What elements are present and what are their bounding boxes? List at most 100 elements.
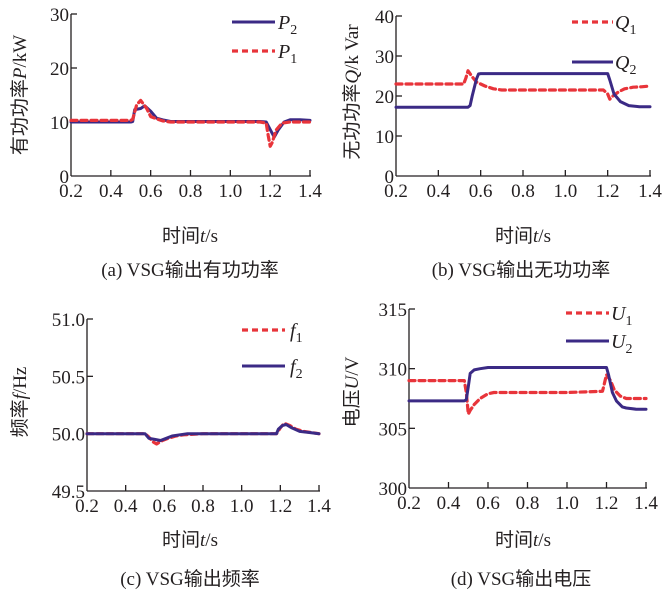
x-label-var: t xyxy=(533,530,539,551)
x-tick-label: 0.2 xyxy=(384,181,408,202)
legend-label: Q1 xyxy=(615,12,636,38)
legend-subscript: 2 xyxy=(296,367,303,382)
x-axis-label: 时间t/s xyxy=(162,225,218,247)
legend-var: U xyxy=(611,331,627,353)
x-label-var: t xyxy=(200,530,206,551)
legend-subscript: 1 xyxy=(625,314,632,329)
series-line-f2 xyxy=(85,423,321,442)
series-line-p1 xyxy=(69,98,312,148)
x-label-text: 时间 xyxy=(162,529,200,551)
y-tick-label: 315 xyxy=(379,300,408,321)
x-tick-label: 1.2 xyxy=(595,493,619,514)
y-tick-label: 300 xyxy=(379,479,408,500)
y-label-unit: /Hz xyxy=(10,367,31,394)
x-tick-label: 0.4 xyxy=(426,181,450,202)
y-tick-label: 20 xyxy=(375,87,394,108)
series-line-q2 xyxy=(394,72,652,109)
legend-var: U xyxy=(611,303,627,325)
x-tick-label: 1.4 xyxy=(307,496,331,517)
y-label-unit: /V xyxy=(342,356,363,375)
x-tick-label: 0.4 xyxy=(437,493,461,514)
x-tick-label: 0.4 xyxy=(99,181,123,202)
x-label-var: t xyxy=(200,226,206,247)
legend-label: f1 xyxy=(290,320,303,346)
y-tick-label: 51.0 xyxy=(52,310,85,331)
y-label-text: 频率 xyxy=(9,399,31,437)
series-line-u2 xyxy=(407,366,648,411)
legend-subscript: 2 xyxy=(290,23,297,38)
y-tick-label: 20 xyxy=(50,59,69,80)
x-tick-label: 1.0 xyxy=(553,181,577,202)
y-label-var: U xyxy=(342,374,363,389)
y-tick-label: 0 xyxy=(385,167,395,188)
y-tick-label: 305 xyxy=(379,419,408,440)
legend-label: U2 xyxy=(611,331,632,357)
x-axis-label: 时间t/s xyxy=(162,529,218,551)
x-tick-label: 1.4 xyxy=(634,493,658,514)
legend-var: Q xyxy=(615,12,630,34)
legend-label: f2 xyxy=(290,356,303,382)
x-tick-label: 0.6 xyxy=(476,493,500,514)
legend-subscript: 1 xyxy=(296,331,303,346)
y-axis-label: 无功功率Q/k Var xyxy=(341,24,363,160)
y-tick-label: 50.0 xyxy=(52,425,85,446)
x-tick-label: 0.2 xyxy=(59,181,83,202)
y-tick-label: 30 xyxy=(375,47,394,68)
legend-label: U1 xyxy=(611,303,632,329)
legend-subscript: 1 xyxy=(290,52,297,67)
legend-var: P xyxy=(277,12,290,34)
x-label-unit: /s xyxy=(205,530,218,551)
y-label-text: 有功功率 xyxy=(9,79,31,155)
subplot-caption: (c) VSG输出频率 xyxy=(120,568,260,590)
y-label-var: Q xyxy=(342,70,363,84)
y-tick-label: 310 xyxy=(379,360,408,381)
x-label-unit: /s xyxy=(205,226,218,247)
x-label-text: 时间 xyxy=(495,529,533,551)
series-line-q1 xyxy=(394,69,652,101)
x-tick-label: 0.6 xyxy=(469,181,493,202)
x-label-unit: /s xyxy=(538,530,551,551)
x-tick-label: 0.6 xyxy=(139,181,163,202)
y-label-unit: /k Var xyxy=(342,24,363,70)
x-tick-label: 0.4 xyxy=(114,496,138,517)
x-label-text: 时间 xyxy=(162,225,200,247)
x-tick-label: 1.0 xyxy=(218,181,242,202)
y-tick-label: 0 xyxy=(60,167,70,188)
subplot-caption: (a) VSG输出有功功率 xyxy=(101,259,279,281)
y-tick-label: 40 xyxy=(375,7,394,28)
x-tick-label: 0.8 xyxy=(191,496,215,517)
legend-var: Q xyxy=(615,52,630,74)
legend-label: P1 xyxy=(277,41,297,67)
series-line-u1 xyxy=(407,373,648,416)
y-tick-label: 10 xyxy=(375,127,394,148)
legend-subscript: 1 xyxy=(629,23,636,38)
legend-var: f xyxy=(290,356,298,378)
x-axis-label: 时间t/s xyxy=(495,225,551,247)
x-tick-label: 1.0 xyxy=(230,496,254,517)
y-tick-label: 10 xyxy=(50,113,69,134)
x-tick-label: 1.2 xyxy=(268,496,292,517)
y-tick-label: 50.5 xyxy=(52,367,85,388)
legend-var: f xyxy=(290,320,298,342)
x-tick-label: 1.2 xyxy=(258,181,282,202)
x-label-var: t xyxy=(533,226,539,247)
y-label-unit: /kW xyxy=(10,35,31,68)
x-label-unit: /s xyxy=(538,226,551,247)
subplot-caption: (b) VSG输出无功功率 xyxy=(432,259,611,281)
x-tick-label: 0.8 xyxy=(511,181,535,202)
legend-label: Q2 xyxy=(615,52,636,78)
x-tick-label: 1.4 xyxy=(638,181,662,202)
subplot-c: 0.2 0.4 0.6 0.8 1.0 1.2 1.449.550.050.551.0 f1f… xyxy=(9,310,331,590)
y-label-var: f xyxy=(10,391,31,399)
x-tick-label: 1.2 xyxy=(596,181,620,202)
legend-var: P xyxy=(277,41,290,63)
x-tick-label: 0.6 xyxy=(152,496,176,517)
x-axis-label: 时间t/s xyxy=(495,529,551,551)
x-label-text: 时间 xyxy=(495,225,533,247)
y-label-text: 无功功率 xyxy=(341,84,363,160)
y-label-text: 电压 xyxy=(341,389,363,427)
legend-label: P2 xyxy=(277,12,297,38)
